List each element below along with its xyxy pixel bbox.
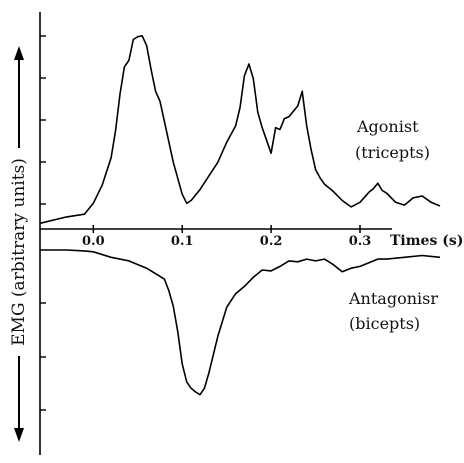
agonist-sublabel: (tricepts) [355, 143, 430, 162]
y-axis-ticks [40, 35, 46, 411]
agonist-trace [39, 34, 441, 225]
up-arrow-icon [14, 46, 24, 148]
x-axis-label: Times (s) [390, 233, 463, 249]
antagonist-sublabel: (bicepts) [349, 314, 420, 333]
antagonist-trace [40, 249, 441, 396]
antagonist-label: Antagonisr [348, 289, 438, 308]
x-tick-label: 0.3 [349, 234, 372, 249]
x-axis-ticks: 0.0 0.1 0.2 0.3 [82, 225, 371, 249]
down-arrow-icon [14, 356, 24, 442]
x-tick-label: 0.1 [171, 234, 194, 249]
x-tick-label: 0.0 [82, 234, 105, 249]
x-tick-label: 0.2 [260, 234, 283, 249]
y-axis-label: EMG (arbitrary units) [9, 158, 29, 346]
agonist-label: Agonist [356, 117, 419, 136]
